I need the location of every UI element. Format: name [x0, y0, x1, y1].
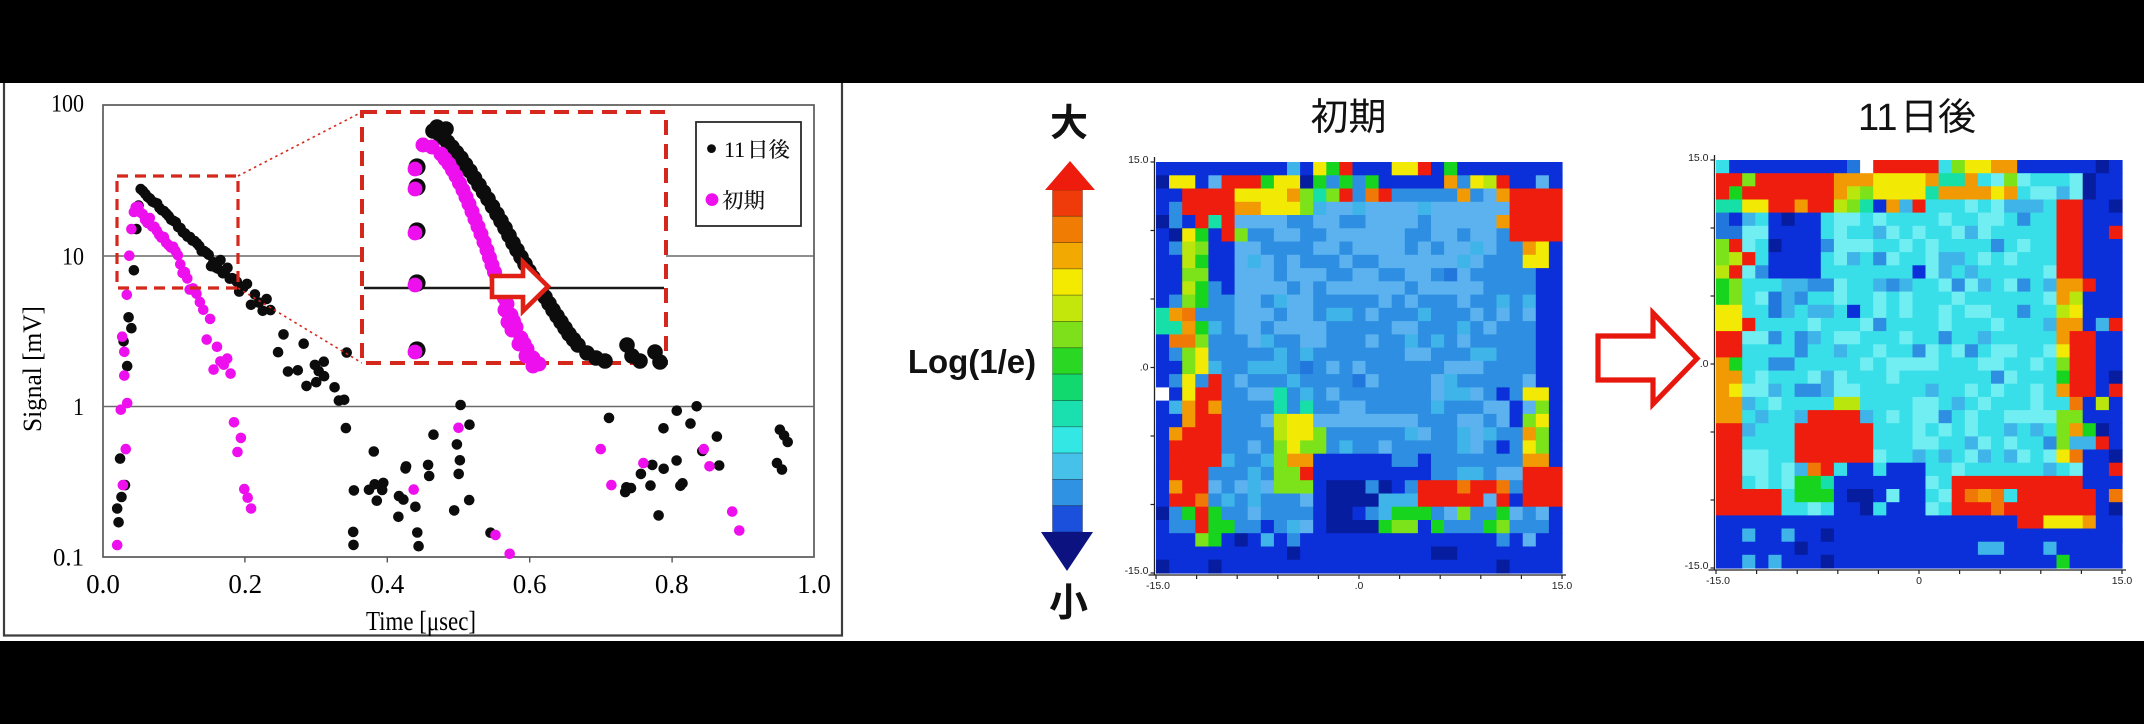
svg-text:0.0: 0.0 — [86, 569, 120, 599]
svg-text:-15.0: -15.0 — [1146, 580, 1170, 592]
svg-text:100: 100 — [51, 91, 84, 118]
svg-text:-15.0: -15.0 — [1125, 565, 1149, 577]
svg-text:.0: .0 — [1700, 358, 1709, 370]
svg-text:1: 1 — [73, 394, 84, 421]
svg-text:0.4: 0.4 — [371, 569, 405, 599]
svg-text:15.0: 15.0 — [2112, 575, 2133, 587]
svg-text:Log(1/e): Log(1/e) — [908, 343, 1036, 380]
svg-text:0: 0 — [1916, 575, 1922, 587]
svg-text:1.0: 1.0 — [797, 569, 831, 599]
svg-text:Signal [mV]: Signal [mV] — [18, 306, 47, 432]
svg-text:11: 11 — [1858, 97, 1897, 139]
svg-text:0.6: 0.6 — [513, 569, 547, 599]
svg-text:-15.0: -15.0 — [1685, 560, 1709, 572]
svg-text:.0: .0 — [1140, 362, 1149, 374]
svg-text:11: 11 — [724, 137, 745, 162]
svg-text:0.1: 0.1 — [53, 545, 84, 572]
svg-text:Time [μsec]: Time [μsec] — [366, 606, 476, 636]
svg-text:.0: .0 — [1355, 580, 1364, 592]
svg-text:10: 10 — [62, 244, 84, 271]
svg-text:0.2: 0.2 — [228, 569, 262, 599]
svg-text:15.0: 15.0 — [1128, 154, 1149, 166]
svg-text:-15.0: -15.0 — [1706, 575, 1730, 587]
svg-text:0.8: 0.8 — [655, 569, 689, 599]
svg-text:15.0: 15.0 — [1688, 152, 1709, 164]
svg-text:15.0: 15.0 — [1552, 580, 1573, 592]
